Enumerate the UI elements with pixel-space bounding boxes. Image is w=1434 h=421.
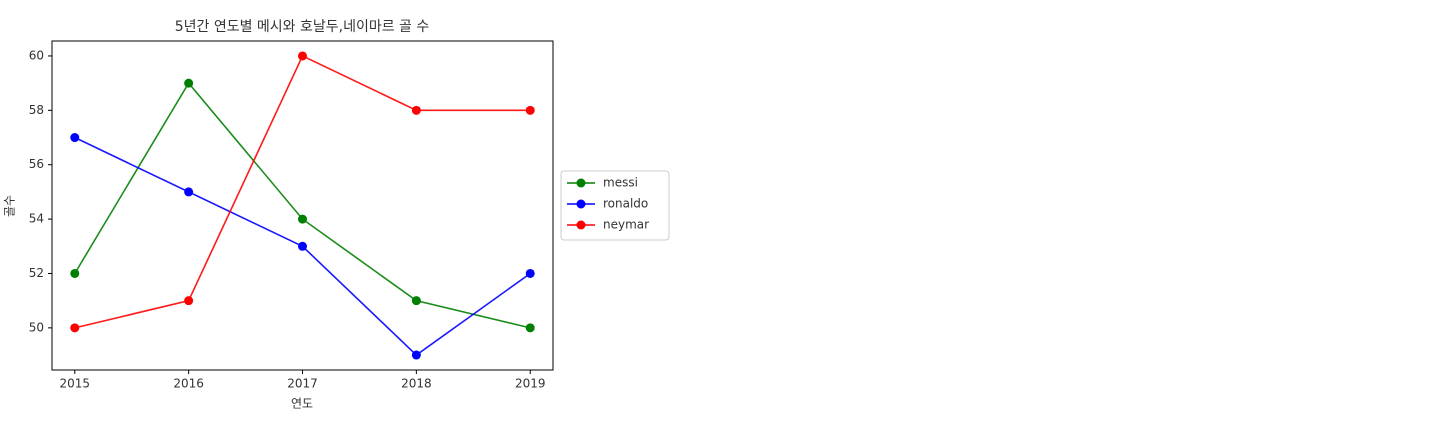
x-tick-label: 2015 xyxy=(59,377,90,391)
point xyxy=(298,51,307,61)
point xyxy=(525,105,535,115)
point xyxy=(411,350,421,360)
x-tick-label: 2017 xyxy=(287,377,318,391)
chart-title: 5년간 연도별 메시와 호날두,네이마르 골 수 xyxy=(175,19,430,35)
y-tick-label: 54 xyxy=(29,212,44,226)
point xyxy=(184,187,194,197)
y-tick-label: 52 xyxy=(29,266,44,280)
point xyxy=(184,296,194,306)
x-tick-label: 2019 xyxy=(515,377,546,391)
point xyxy=(411,296,421,306)
point xyxy=(525,323,535,333)
point xyxy=(298,214,307,224)
y-tick-label: 60 xyxy=(29,48,44,62)
y-tick-label: 50 xyxy=(29,320,44,334)
point xyxy=(525,268,535,278)
legend-label: ronaldo xyxy=(603,197,648,211)
point xyxy=(298,241,307,251)
legend-marker xyxy=(576,220,586,230)
legend-marker xyxy=(576,199,586,209)
point xyxy=(411,105,421,115)
series-line xyxy=(74,54,531,329)
plot-frame xyxy=(51,40,554,371)
y-tick-label: 58 xyxy=(29,103,44,117)
y-axis-label: 골수 xyxy=(3,195,17,217)
y-tick-label: 56 xyxy=(29,157,44,171)
point xyxy=(70,323,80,333)
series-line xyxy=(74,81,531,329)
point xyxy=(70,133,80,143)
point xyxy=(184,78,194,88)
x-tick-label: 2016 xyxy=(173,377,204,391)
x-tick-label: 2018 xyxy=(401,377,432,391)
legend-label: neymar xyxy=(603,218,649,232)
point xyxy=(70,268,80,278)
legend-label: messi xyxy=(603,176,638,190)
x-axis-label: 연도 xyxy=(291,397,313,411)
legend-box xyxy=(560,170,670,241)
legend-marker xyxy=(576,178,586,188)
